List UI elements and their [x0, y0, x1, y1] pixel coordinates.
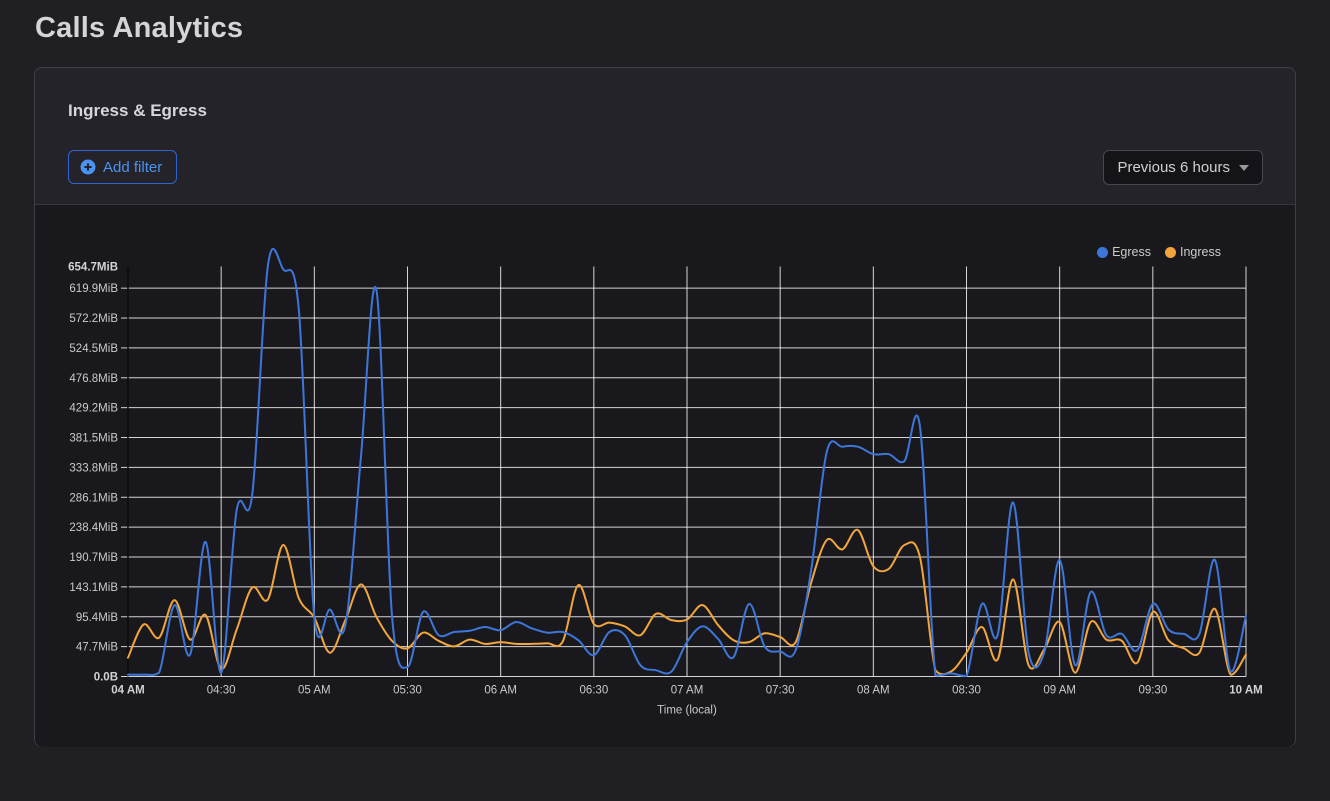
svg-text:09 AM: 09 AM: [1043, 685, 1076, 697]
legend-item-egress[interactable]: Egress: [1097, 245, 1151, 259]
svg-text:333.8MiB: 333.8MiB: [69, 462, 118, 474]
svg-text:Time (local): Time (local): [657, 705, 717, 717]
chevron-down-icon: [1239, 164, 1249, 171]
add-filter-button[interactable]: Add filter: [68, 150, 178, 184]
svg-text:06 AM: 06 AM: [484, 685, 517, 697]
time-range-dropdown[interactable]: Previous 6 hours: [1103, 150, 1263, 185]
svg-text:381.5MiB: 381.5MiB: [69, 433, 118, 445]
chart-legend: Egress Ingress: [1097, 245, 1221, 259]
svg-text:238.4MiB: 238.4MiB: [69, 522, 118, 534]
svg-text:429.2MiB: 429.2MiB: [69, 403, 118, 415]
plus-circle-icon: [80, 159, 96, 175]
panel-card: Ingress & Egress Add filter Previous 6 h…: [34, 67, 1296, 747]
legend-label: Egress: [1112, 245, 1151, 259]
svg-text:95.4MiB: 95.4MiB: [76, 612, 119, 624]
svg-text:619.9MiB: 619.9MiB: [69, 283, 118, 295]
svg-text:07:30: 07:30: [766, 685, 795, 697]
legend-label: Ingress: [1180, 245, 1221, 259]
svg-text:08:30: 08:30: [952, 685, 981, 697]
svg-text:04:30: 04:30: [207, 685, 236, 697]
svg-text:04 AM: 04 AM: [111, 685, 144, 697]
svg-text:05 AM: 05 AM: [298, 685, 331, 697]
svg-text:143.1MiB: 143.1MiB: [69, 582, 118, 594]
legend-item-ingress[interactable]: Ingress: [1165, 245, 1221, 259]
timeseries-chart[interactable]: 0.0B 47.7MiB 95.4MiB 143.1MiB 190.7MiB 238.4M…: [35, 204, 1295, 747]
page-title: Calls Analytics: [35, 12, 244, 44]
legend-dot-ingress: [1165, 246, 1176, 258]
svg-text:286.1MiB: 286.1MiB: [69, 492, 118, 504]
time-range-label: Previous 6 hours: [1117, 159, 1230, 176]
svg-text:06:30: 06:30: [579, 685, 608, 697]
svg-text:05:30: 05:30: [393, 685, 422, 697]
legend-dot-egress: [1097, 246, 1109, 258]
svg-text:524.5MiB: 524.5MiB: [69, 343, 118, 355]
svg-text:10 AM: 10 AM: [1229, 685, 1262, 697]
svg-text:09:30: 09:30: [1138, 685, 1167, 697]
svg-text:572.2MiB: 572.2MiB: [69, 313, 118, 325]
add-filter-label: Add filter: [103, 158, 163, 176]
svg-text:654.7MiB: 654.7MiB: [68, 262, 118, 274]
panel-title: Ingress & Egress: [68, 101, 207, 120]
svg-text:476.8MiB: 476.8MiB: [69, 373, 118, 385]
svg-text:07 AM: 07 AM: [671, 685, 704, 697]
svg-text:190.7MiB: 190.7MiB: [69, 552, 118, 564]
chart-canvas: 0.0B 47.7MiB 95.4MiB 143.1MiB 190.7MiB 238.4M…: [68, 247, 1263, 717]
svg-text:08 AM: 08 AM: [857, 685, 890, 697]
svg-text:0.0B: 0.0B: [94, 672, 118, 684]
svg-text:47.7MiB: 47.7MiB: [76, 642, 119, 654]
